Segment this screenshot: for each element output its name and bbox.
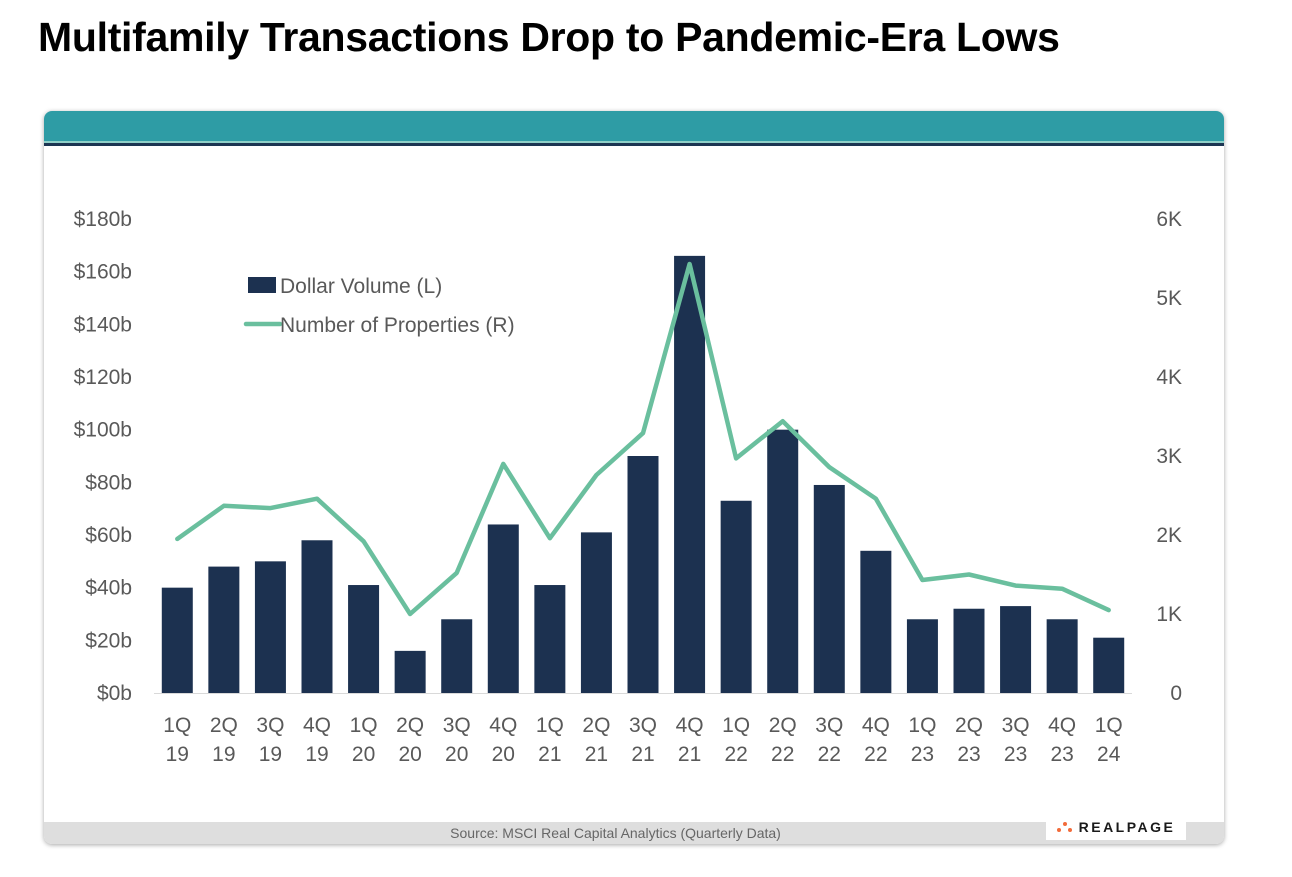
y-left-tick-label: $60b — [85, 524, 132, 547]
logo-text: REALPAGE — [1078, 819, 1176, 835]
y-left-tick-label: $100b — [74, 419, 132, 442]
legend-swatch-dollar-volume — [248, 277, 276, 293]
bar-dollar-volume — [767, 429, 799, 693]
x-tick-label-year: 19 — [166, 743, 189, 766]
bar-dollar-volume — [534, 585, 566, 693]
x-tick-label-quarter: 3Q — [815, 714, 843, 737]
x-tick-label-quarter: 1Q — [908, 714, 936, 737]
x-tick-label-quarter: 3Q — [443, 714, 471, 737]
x-tick-label-year: 19 — [305, 743, 328, 766]
legend-label-dollar-volume: Dollar Volume (L) — [280, 275, 442, 298]
x-tick-label-year: 24 — [1097, 743, 1121, 766]
y-right-tick-label: 5K — [1156, 287, 1182, 310]
x-tick-label-year: 20 — [445, 743, 468, 766]
x-tick-label-year: 23 — [1050, 743, 1073, 766]
bar-dollar-volume — [627, 456, 659, 693]
x-tick-label-year: 22 — [724, 743, 747, 766]
y-left-tick-label: $120b — [74, 366, 132, 389]
x-tick-label-year: 23 — [1004, 743, 1027, 766]
bar-dollar-volume — [580, 532, 612, 693]
x-tick-label-quarter: 2Q — [955, 714, 983, 737]
y-right-tick-label: 2K — [1156, 524, 1182, 547]
page-title: Multifamily Transactions Drop to Pandemi… — [38, 14, 1060, 60]
x-tick-label-year: 19 — [212, 743, 235, 766]
bar-dollar-volume — [487, 524, 519, 693]
x-tick-label-quarter: 2Q — [396, 714, 424, 737]
x-tick-label-quarter: 3Q — [629, 714, 657, 737]
x-tick-label-quarter: 1Q — [722, 714, 750, 737]
x-tick-label-quarter: 4Q — [862, 714, 890, 737]
x-tick-label-year: 23 — [957, 743, 980, 766]
x-tick-label-quarter: 2Q — [769, 714, 797, 737]
bar-dollar-volume — [906, 619, 938, 693]
y-right-tick-label: 0 — [1170, 682, 1182, 705]
x-tick-label-quarter: 1Q — [350, 714, 378, 737]
bar-dollar-volume — [161, 587, 193, 693]
x-tick-label-year: 22 — [771, 743, 794, 766]
x-tick-label-quarter: 4Q — [303, 714, 331, 737]
header-band — [44, 111, 1224, 141]
bar-dollar-volume — [348, 585, 380, 693]
x-tick-label-year: 19 — [259, 743, 282, 766]
x-tick-label-year: 22 — [864, 743, 887, 766]
header-rule-accent — [44, 141, 1224, 143]
bar-dollar-volume — [720, 500, 752, 693]
x-tick-label-quarter: 3Q — [256, 714, 284, 737]
x-tick-label-year: 20 — [398, 743, 421, 766]
line-number-of-properties — [175, 261, 1111, 617]
x-tick-label-quarter: 4Q — [489, 714, 517, 737]
y-right-tick-label: 6K — [1156, 208, 1182, 231]
footer-band — [44, 822, 1224, 844]
legend-label-number-of-properties: Number of Properties (R) — [280, 314, 515, 337]
x-tick-label-quarter: 2Q — [582, 714, 610, 737]
y-left-tick-label: $80b — [85, 471, 132, 494]
realpage-logo: REALPAGE — [1046, 814, 1186, 840]
chart-card: $0b $20b $40b $60b $80b $100b $120b $140b $160b $… — [44, 111, 1224, 844]
x-tick-label-quarter: 2Q — [210, 714, 238, 737]
y-left-tick-label: $140b — [74, 313, 132, 336]
x-tick-label-quarter: 1Q — [536, 714, 564, 737]
combo-chart: $0b $20b $40b $60b $80b $100b $120b $140b $160b $… — [74, 208, 1182, 766]
bar-dollar-volume — [860, 550, 892, 693]
bar-dollar-volume — [1093, 637, 1125, 693]
y-left-tick-label: $160b — [74, 261, 132, 284]
y-right-tick-label: 3K — [1156, 445, 1182, 468]
x-tick-label-year: 23 — [911, 743, 934, 766]
y-right-tick-label: 1K — [1156, 603, 1182, 626]
x-tick-label-year: 20 — [492, 743, 515, 766]
x-tick-label-quarter: 4Q — [1048, 714, 1076, 737]
bar-dollar-volume — [254, 561, 286, 693]
y-right-tick-label: 4K — [1156, 366, 1182, 389]
x-tick-label-year: 21 — [585, 743, 608, 766]
bar-dollar-volume — [394, 650, 426, 693]
x-tick-label-year: 22 — [818, 743, 841, 766]
bar-dollar-volume — [674, 255, 706, 693]
y-left-tick-label: $0b — [97, 682, 132, 705]
y-left-tick-label: $180b — [74, 208, 132, 231]
bar-dollar-volume — [208, 566, 240, 693]
x-tick-label-quarter: 3Q — [1002, 714, 1030, 737]
y-left-tick-label: $40b — [85, 577, 132, 600]
bar-dollar-volume — [953, 608, 985, 693]
source-note: Source: MSCI Real Capital Analytics (Qua… — [450, 825, 781, 841]
x-tick-label-year: 21 — [538, 743, 561, 766]
x-tick-label-year: 21 — [678, 743, 701, 766]
x-tick-label-quarter: 1Q — [163, 714, 191, 737]
x-tick-label-quarter: 4Q — [676, 714, 704, 737]
bar-dollar-volume — [441, 619, 473, 693]
x-tick-label-year: 20 — [352, 743, 375, 766]
y-left-tick-label: $20b — [85, 629, 132, 652]
x-tick-label-year: 21 — [631, 743, 654, 766]
bar-dollar-volume — [813, 484, 845, 693]
x-tick-label-quarter: 1Q — [1095, 714, 1123, 737]
dots-logo-icon — [1056, 820, 1073, 834]
header-rule — [44, 141, 1224, 146]
bar-dollar-volume — [1046, 619, 1078, 693]
bar-dollar-volume — [1000, 606, 1032, 693]
bar-dollar-volume — [301, 540, 333, 693]
